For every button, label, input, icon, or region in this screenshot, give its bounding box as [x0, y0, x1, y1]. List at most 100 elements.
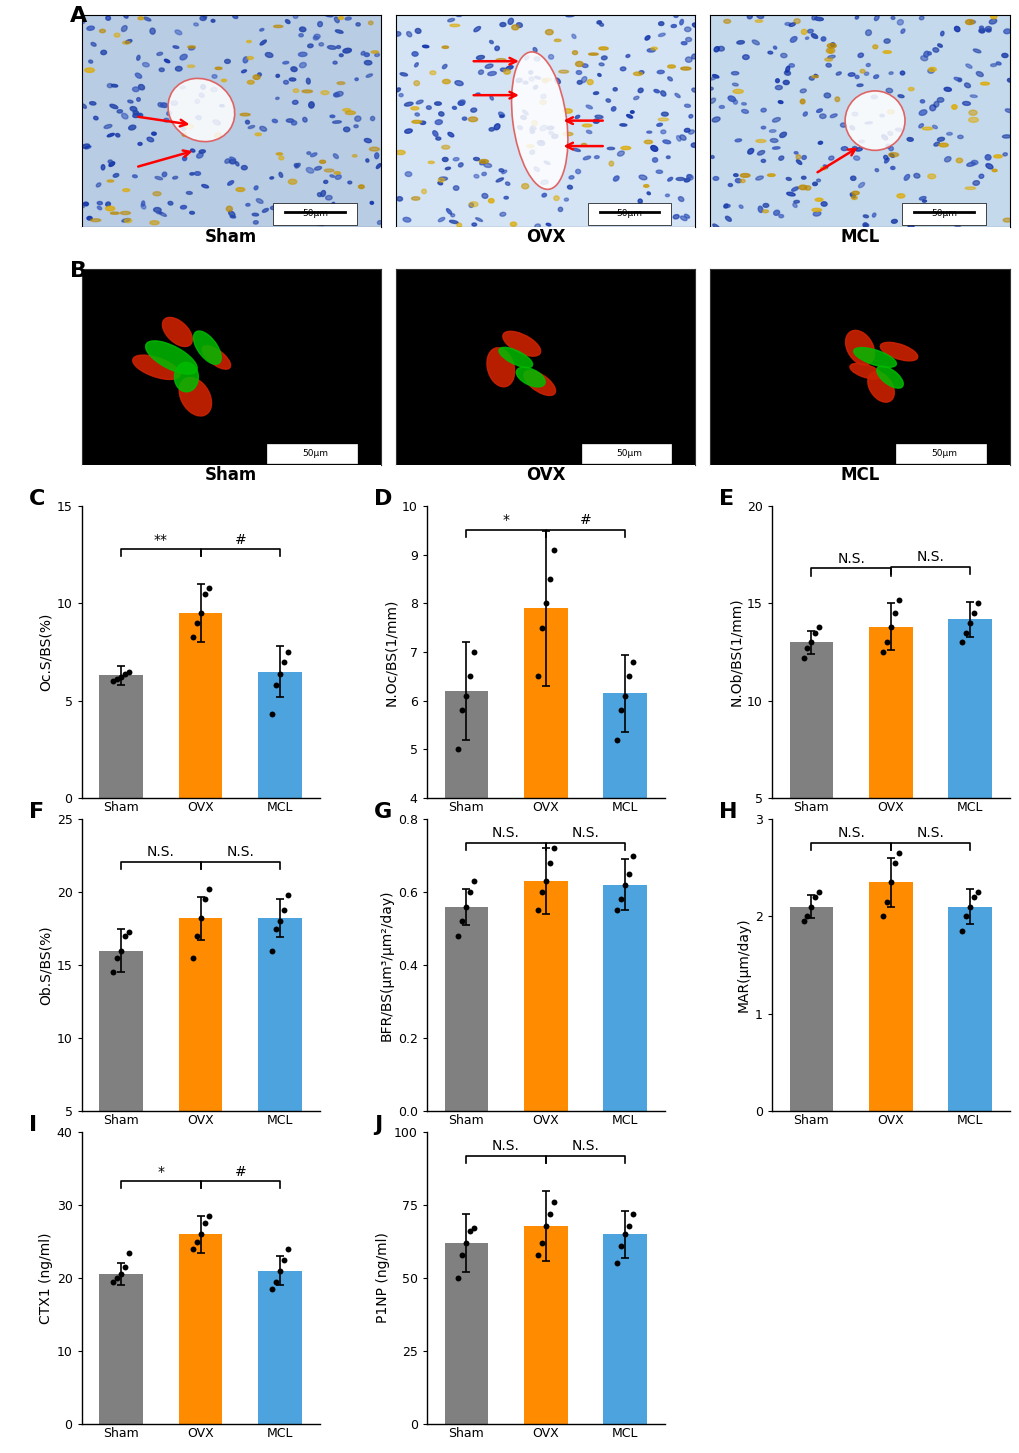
Ellipse shape [299, 52, 307, 57]
Ellipse shape [272, 119, 277, 122]
Ellipse shape [435, 137, 440, 139]
Ellipse shape [820, 36, 825, 41]
Ellipse shape [420, 121, 425, 125]
Ellipse shape [331, 202, 334, 208]
FancyBboxPatch shape [273, 203, 357, 225]
Ellipse shape [474, 26, 480, 32]
Ellipse shape [123, 13, 128, 17]
Ellipse shape [968, 110, 976, 115]
Ellipse shape [499, 23, 505, 26]
Ellipse shape [768, 129, 775, 132]
Point [458, 895, 474, 918]
Ellipse shape [681, 42, 687, 45]
Text: #: # [234, 533, 246, 546]
Ellipse shape [988, 19, 996, 25]
Bar [524, 1225, 567, 1424]
Ellipse shape [594, 115, 602, 118]
Ellipse shape [908, 222, 914, 225]
Ellipse shape [965, 64, 971, 68]
Ellipse shape [539, 125, 546, 131]
Ellipse shape [107, 180, 113, 182]
Ellipse shape [500, 68, 505, 71]
Ellipse shape [366, 158, 369, 163]
Bar [868, 626, 912, 895]
Ellipse shape [872, 45, 877, 49]
Ellipse shape [485, 64, 492, 68]
Ellipse shape [368, 22, 373, 25]
Point [466, 1216, 482, 1239]
Ellipse shape [733, 174, 738, 176]
Ellipse shape [538, 141, 543, 142]
Ellipse shape [338, 16, 343, 19]
Ellipse shape [913, 173, 919, 179]
Ellipse shape [918, 110, 926, 115]
Ellipse shape [469, 203, 473, 208]
Ellipse shape [691, 89, 697, 93]
Ellipse shape [562, 132, 573, 135]
Ellipse shape [293, 164, 299, 167]
Point [874, 641, 891, 664]
Ellipse shape [920, 55, 927, 61]
Ellipse shape [447, 132, 453, 137]
Ellipse shape [229, 157, 235, 160]
Ellipse shape [141, 203, 146, 209]
Ellipse shape [762, 203, 768, 208]
Ellipse shape [903, 174, 909, 180]
Ellipse shape [512, 25, 519, 31]
Ellipse shape [288, 179, 297, 185]
Point [458, 1232, 474, 1255]
Point [886, 851, 902, 875]
Ellipse shape [709, 77, 715, 80]
Ellipse shape [867, 372, 894, 402]
Point [799, 636, 815, 660]
Ellipse shape [489, 96, 493, 100]
Ellipse shape [168, 78, 234, 141]
Ellipse shape [978, 174, 982, 179]
Text: F: F [30, 802, 44, 822]
Ellipse shape [132, 113, 140, 118]
Ellipse shape [434, 102, 441, 105]
Ellipse shape [792, 203, 796, 208]
Ellipse shape [182, 157, 186, 161]
Ellipse shape [161, 103, 167, 108]
Ellipse shape [582, 124, 591, 126]
Ellipse shape [829, 113, 837, 118]
Ellipse shape [395, 150, 405, 154]
Ellipse shape [845, 330, 873, 365]
Text: J: J [374, 1114, 382, 1135]
Ellipse shape [863, 224, 868, 227]
Ellipse shape [675, 93, 680, 97]
Ellipse shape [364, 138, 371, 142]
Text: G: G [374, 802, 392, 822]
Ellipse shape [221, 78, 226, 81]
Ellipse shape [652, 158, 657, 163]
Ellipse shape [732, 83, 738, 86]
Ellipse shape [853, 155, 859, 160]
Ellipse shape [101, 51, 106, 55]
Ellipse shape [667, 65, 675, 68]
Ellipse shape [142, 201, 145, 206]
Ellipse shape [620, 124, 627, 126]
Ellipse shape [179, 54, 186, 60]
Ellipse shape [411, 106, 419, 110]
Ellipse shape [897, 94, 903, 97]
Ellipse shape [864, 122, 871, 124]
Ellipse shape [684, 179, 690, 182]
Ellipse shape [755, 139, 765, 142]
Ellipse shape [966, 163, 974, 166]
Ellipse shape [159, 212, 166, 216]
Ellipse shape [230, 215, 235, 218]
Ellipse shape [533, 86, 537, 89]
Ellipse shape [219, 105, 224, 108]
Point [537, 869, 553, 892]
Ellipse shape [554, 78, 559, 84]
Ellipse shape [978, 29, 983, 33]
Ellipse shape [330, 115, 334, 118]
Ellipse shape [849, 126, 854, 129]
Ellipse shape [1002, 153, 1007, 155]
Ellipse shape [150, 28, 155, 35]
Point [541, 568, 557, 591]
Ellipse shape [717, 46, 723, 51]
Ellipse shape [452, 157, 459, 161]
Ellipse shape [81, 20, 85, 23]
